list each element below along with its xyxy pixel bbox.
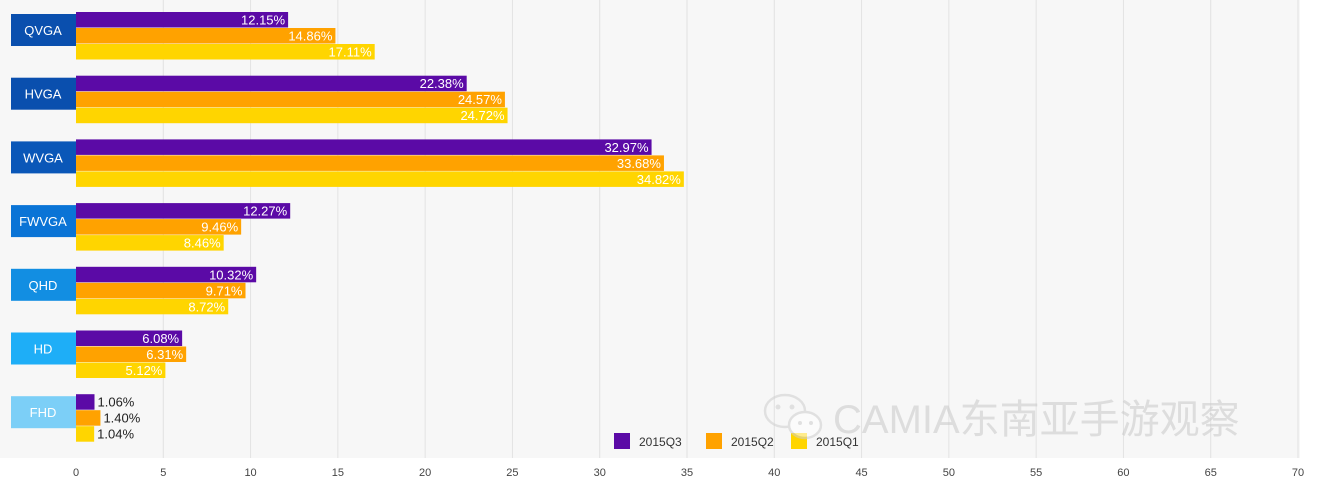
category-label: QHD (29, 278, 58, 293)
legend-label: 2015Q1 (816, 435, 859, 449)
legend-label: 2015Q2 (731, 435, 774, 449)
wechat-logo-icon (763, 393, 823, 440)
bar-value-label: 1.06% (98, 395, 135, 410)
bar (76, 44, 375, 60)
bar (76, 346, 187, 362)
bar-value-label: 12.27% (243, 204, 288, 219)
bar (76, 107, 508, 124)
category-label-box (11, 77, 76, 110)
bar (76, 219, 242, 235)
category-label: WVGA (23, 150, 63, 165)
x-tick-label: 70 (1292, 467, 1304, 479)
category-label-box (11, 141, 76, 174)
category-label: FHD (30, 405, 57, 420)
legend-label: 2015Q3 (639, 435, 682, 449)
bar-value-label: 9.46% (201, 220, 238, 235)
category-label: FWVGA (19, 214, 67, 229)
bar-value-label: 33.68% (617, 156, 662, 171)
category-label: HVGA (25, 87, 62, 102)
category-label-box (11, 332, 76, 365)
x-tick-label: 35 (681, 467, 693, 479)
watermark: CAMIA东南亚手游观察 (763, 393, 1240, 442)
category-label-box (11, 205, 76, 238)
bar-value-label: 34.82% (637, 172, 682, 187)
bar (76, 362, 166, 378)
bar (76, 139, 652, 155)
bar-value-label: 8.46% (184, 236, 221, 251)
x-tick-label: 30 (594, 467, 606, 479)
bar (76, 330, 183, 346)
x-tick-label: 60 (1117, 467, 1129, 479)
x-tick-label: 20 (419, 467, 431, 479)
bar-value-label: 6.31% (146, 347, 183, 362)
bar (76, 12, 289, 28)
category-label: HD (34, 342, 53, 357)
x-tick-label: 50 (943, 467, 955, 479)
bar (76, 298, 229, 315)
legend-swatch (706, 433, 722, 449)
bar-value-label: 6.08% (142, 331, 179, 346)
x-tick-label: 25 (506, 467, 518, 479)
bar-value-label: 1.04% (97, 427, 134, 442)
x-tick-label: 5 (160, 467, 166, 479)
bar-value-label: 14.86% (288, 29, 333, 44)
x-tick-label: 55 (1030, 467, 1042, 479)
bar-value-label: 24.57% (458, 92, 503, 107)
bars: 12.15%14.86%17.11% 22.38%24.57%24.72% 32.9… (76, 12, 684, 442)
bar-value-label: 1.40% (103, 411, 140, 426)
category-label: QVGA (24, 23, 62, 38)
category-label-box (11, 268, 76, 301)
bar (76, 410, 101, 426)
bar-value-label: 32.97% (604, 140, 649, 155)
bar (76, 426, 95, 442)
x-axis-ticks: 0 5 10 15 20 25 30 35 40 45 50 55 60 65 70 (73, 467, 1304, 479)
bar (76, 282, 246, 299)
x-tick-label: 0 (73, 467, 79, 479)
x-tick-label: 10 (244, 467, 256, 479)
bar-value-label: 8.72% (188, 299, 225, 314)
watermark-text: CAMIA东南亚手游观察 (833, 398, 1240, 442)
bar (76, 235, 224, 251)
bar-value-label: 22.38% (420, 76, 465, 91)
bar (76, 75, 467, 92)
bar-value-label: 12.15% (241, 13, 286, 28)
category-label-box (11, 14, 76, 46)
bar (76, 171, 684, 187)
category-label-box (11, 396, 76, 429)
bar-value-label: 9.71% (206, 283, 243, 298)
x-tick-label: 15 (332, 467, 344, 479)
bar-value-label: 24.72% (460, 108, 505, 123)
bar (76, 203, 291, 219)
bar-value-label: 10.32% (209, 267, 254, 282)
bar (76, 155, 664, 171)
x-tick-label: 65 (1205, 467, 1217, 479)
bar (76, 394, 95, 410)
x-tick-label: 40 (768, 467, 780, 479)
legend-swatch (614, 433, 630, 449)
bar (76, 91, 505, 108)
bar-value-label: 17.11% (329, 45, 373, 60)
bar-value-label: 5.12% (126, 363, 163, 378)
legend: 2015Q3 2015Q2 2015Q1 (614, 433, 859, 449)
x-tick-label: 45 (855, 467, 867, 479)
bar (76, 266, 257, 283)
category-labels: QVGA HVGA WVGA FWVGA QHD HD FHD (11, 14, 76, 429)
bar (76, 28, 336, 44)
